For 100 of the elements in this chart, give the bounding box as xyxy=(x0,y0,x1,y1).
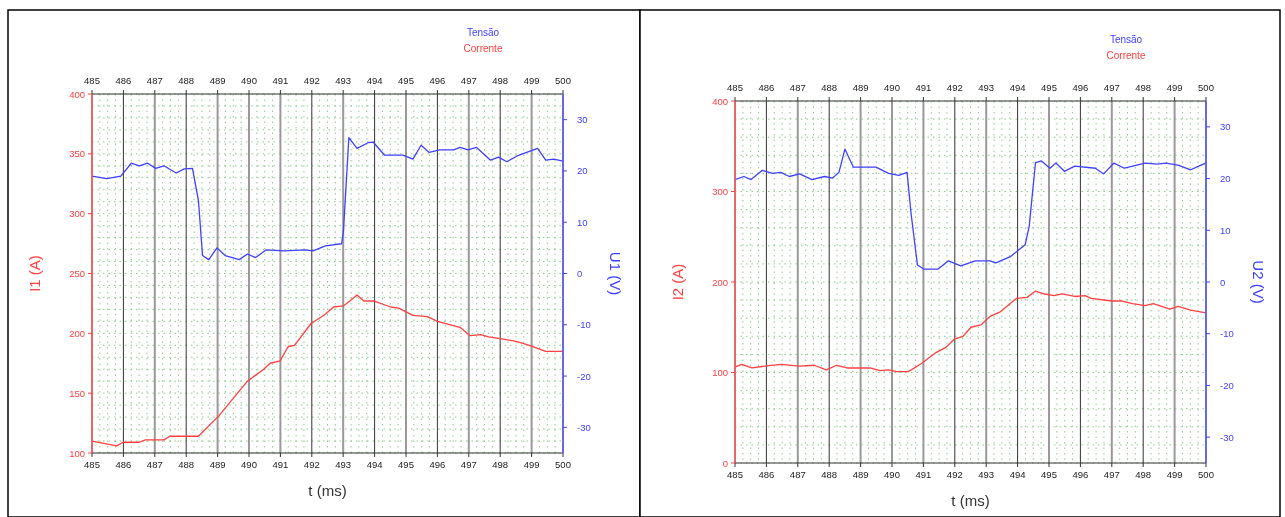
x-tick-label: 489 xyxy=(852,469,869,480)
y-tick-label: 250 xyxy=(69,268,85,279)
x-tick-label: 494 xyxy=(1009,469,1026,480)
x-tick-label: 487 xyxy=(146,459,163,470)
x-tick-label: 499 xyxy=(523,459,540,470)
x-tick-label: 497 xyxy=(1103,469,1120,480)
x2-tick-label: 486 xyxy=(758,82,775,93)
y2-tick-label: -20 xyxy=(577,370,591,382)
x2-tick-label: 486 xyxy=(115,75,132,86)
x2-tick-label: 496 xyxy=(1072,82,1089,93)
y2-tick-label: 10 xyxy=(577,216,588,228)
y2-tick-label: -10 xyxy=(1220,328,1234,340)
line-series xyxy=(91,136,564,261)
y-tick-label: 150 xyxy=(69,387,85,399)
x-tick-label: 486 xyxy=(115,459,132,470)
x2-tick-label: 489 xyxy=(209,75,226,86)
y-tick-label: 300 xyxy=(69,208,85,220)
y-tick-label: 100 xyxy=(712,367,728,378)
x2-tick-label: 497 xyxy=(1103,82,1120,93)
x-tick-label: 492 xyxy=(303,459,320,470)
y2-tick-label: 20 xyxy=(1220,173,1231,185)
y2-tick-label: -10 xyxy=(577,319,591,331)
y2-tick-label: -30 xyxy=(1220,431,1234,443)
y2-axis-title: U2 (V) xyxy=(1250,260,1267,304)
y-axis-title: I1 (A) xyxy=(26,255,43,292)
x2-tick-label: 499 xyxy=(523,75,540,86)
x2-tick-label: 500 xyxy=(555,75,571,86)
x-tick-label: 489 xyxy=(209,459,226,470)
line-series xyxy=(91,294,564,447)
x-axis-title: t (ms) xyxy=(951,492,990,509)
x2-tick-label: 490 xyxy=(241,75,257,86)
x-axis-title: t (ms) xyxy=(308,482,347,499)
x-tick-label: 485 xyxy=(84,459,100,470)
text: Corrente xyxy=(1106,50,1146,61)
y-tick-label: 400 xyxy=(69,88,85,100)
y-tick-label: 300 xyxy=(712,186,728,197)
text: Corrente xyxy=(463,43,503,54)
x-tick-label: 490 xyxy=(241,459,257,470)
x2-tick-label: 494 xyxy=(366,75,383,86)
x-tick-label: 498 xyxy=(492,459,509,470)
x-tick-label: 496 xyxy=(429,459,446,470)
x2-tick-label: 487 xyxy=(146,75,163,86)
x-tick-label: 492 xyxy=(946,469,963,480)
y-axis-title: I2 (A) xyxy=(669,263,686,301)
y-tick-label: 200 xyxy=(712,276,728,288)
x-tick-label: 498 xyxy=(1135,469,1152,480)
x2-tick-label: 488 xyxy=(178,75,195,86)
y-tick-label: 100 xyxy=(69,447,85,459)
y-tick-label: 200 xyxy=(69,327,85,339)
x2-tick-label: 497 xyxy=(460,75,477,86)
y2-tick-label: 0 xyxy=(1220,276,1226,288)
x-tick-label: 485 xyxy=(727,469,743,480)
x-tick-label: 500 xyxy=(555,459,571,470)
x-tick-label: 487 xyxy=(789,469,806,480)
x2-tick-label: 494 xyxy=(1009,82,1026,93)
x-tick-label: 495 xyxy=(398,459,414,470)
x-tick-label: 495 xyxy=(1041,469,1057,480)
x2-tick-label: 490 xyxy=(884,82,900,93)
x-tick-label: 491 xyxy=(915,469,932,480)
x-tick-label: 490 xyxy=(884,469,900,480)
x-tick-label: 488 xyxy=(178,459,195,470)
x-tick-label: 488 xyxy=(821,469,838,480)
x-tick-label: 500 xyxy=(1198,469,1214,480)
x-tick-label: 499 xyxy=(1166,469,1183,480)
text: Tensão xyxy=(1109,34,1143,45)
x-tick-label: 496 xyxy=(1072,469,1089,480)
x2-tick-label: 493 xyxy=(335,75,352,86)
line-series xyxy=(734,290,1207,373)
y2-tick-label: 0 xyxy=(577,268,583,279)
y2-tick-label: 30 xyxy=(577,114,588,126)
x2-tick-label: 492 xyxy=(303,75,320,86)
y-tick-label: 0 xyxy=(722,457,728,469)
y-tick-label: 400 xyxy=(712,95,728,107)
x-tick-label: 493 xyxy=(978,469,995,480)
x2-tick-label: 498 xyxy=(1135,82,1152,93)
x2-tick-label: 485 xyxy=(84,75,100,86)
x2-tick-label: 489 xyxy=(852,82,869,93)
x-tick-label: 497 xyxy=(460,459,477,470)
line-series xyxy=(734,148,1207,270)
y2-tick-label: 10 xyxy=(1220,224,1231,236)
x2-tick-label: 495 xyxy=(398,75,414,86)
x2-tick-label: 500 xyxy=(1198,82,1214,93)
y2-tick-label: -30 xyxy=(577,421,591,433)
x2-tick-label: 492 xyxy=(946,82,963,93)
x-tick-label: 486 xyxy=(758,469,775,480)
x2-tick-label: 491 xyxy=(915,82,932,93)
x2-tick-label: 491 xyxy=(272,75,289,86)
y2-axis-title: U1 (V) xyxy=(607,251,624,296)
y2-tick-label: 20 xyxy=(577,165,588,177)
y-tick-label: 350 xyxy=(69,148,85,160)
x-tick-label: 491 xyxy=(272,459,289,470)
x-tick-label: 494 xyxy=(366,459,383,470)
x2-tick-label: 498 xyxy=(492,75,509,86)
y2-tick-label: -20 xyxy=(1220,379,1234,391)
x2-tick-label: 493 xyxy=(978,82,995,93)
x2-tick-label: 495 xyxy=(1041,82,1057,93)
x-tick-label: 493 xyxy=(335,459,352,470)
text: Tensão xyxy=(466,27,500,38)
x2-tick-label: 499 xyxy=(1166,82,1183,93)
x2-tick-label: 488 xyxy=(821,82,838,93)
